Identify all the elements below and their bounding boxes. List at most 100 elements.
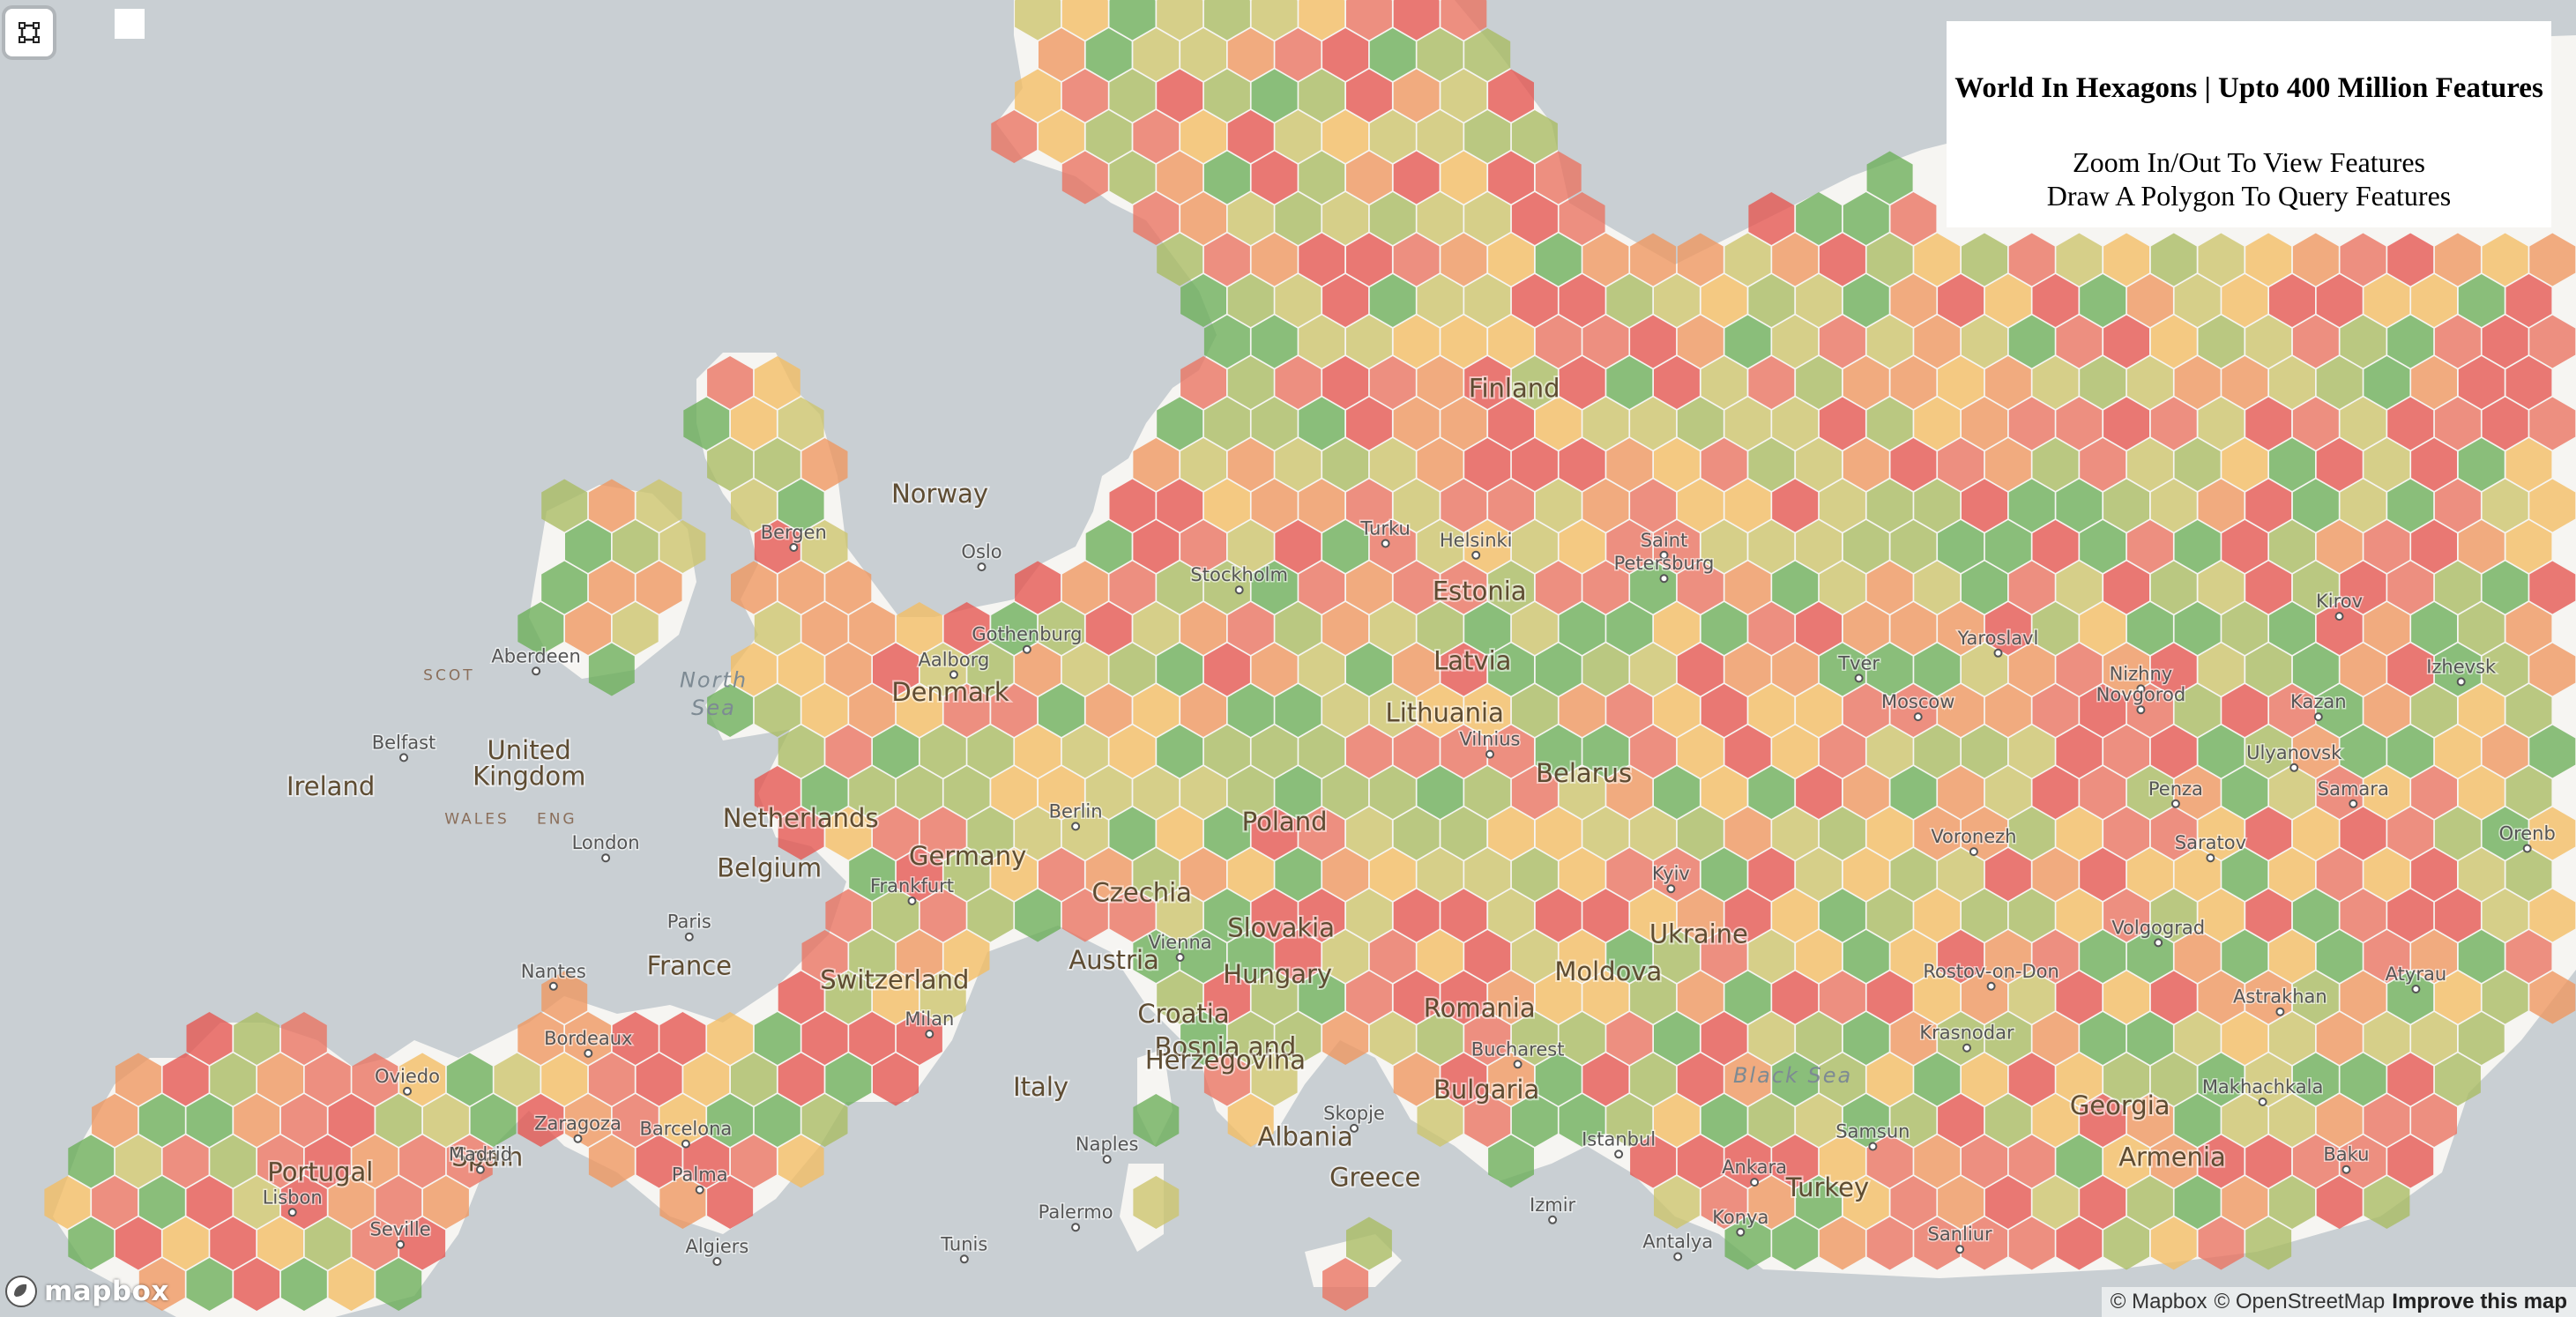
- hexagon-feature[interactable]: [1441, 1053, 1487, 1106]
- hexagon-feature[interactable]: [967, 889, 1014, 942]
- hexagon-feature[interactable]: [1441, 807, 1487, 860]
- hexagon-feature[interactable]: [1251, 1053, 1298, 1106]
- hexagon-feature[interactable]: [1417, 192, 1463, 245]
- hexagon-feature[interactable]: [1962, 315, 2007, 368]
- hexagon-feature[interactable]: [162, 1217, 209, 1270]
- hexagon-feature[interactable]: [1914, 643, 1961, 696]
- hexagon-feature[interactable]: [1866, 971, 1913, 1024]
- hexagon-feature[interactable]: [2292, 479, 2339, 532]
- hexagon-feature[interactable]: [849, 930, 896, 983]
- hexagon-feature[interactable]: [1227, 848, 1274, 901]
- hexagon-feature[interactable]: [1417, 438, 1463, 491]
- mapbox-logo[interactable]: mapbox: [4, 1271, 169, 1312]
- hexagon-feature[interactable]: [1039, 602, 1084, 655]
- hexagon-feature[interactable]: [1039, 766, 1084, 819]
- hexagon-feature[interactable]: [1227, 1094, 1274, 1147]
- hexagon-feature[interactable]: [2387, 889, 2434, 942]
- hexagon-feature[interactable]: [873, 725, 919, 778]
- hexagon-feature[interactable]: [1511, 1094, 1558, 1147]
- hexagon-feature[interactable]: [1441, 479, 1487, 532]
- hexagon-feature[interactable]: [541, 561, 588, 614]
- hexagon-feature[interactable]: [2292, 1135, 2339, 1188]
- hexagon-feature[interactable]: [2269, 602, 2315, 655]
- hexagon-feature[interactable]: [2529, 479, 2576, 532]
- hexagon-feature[interactable]: [280, 1094, 327, 1147]
- hexagon-feature[interactable]: [2126, 1176, 2173, 1229]
- hexagon-feature[interactable]: [943, 766, 990, 819]
- hexagon-feature[interactable]: [2482, 479, 2528, 532]
- hexagon-feature[interactable]: [1085, 684, 1132, 737]
- hexagon-feature[interactable]: [2505, 438, 2552, 491]
- hexagon-feature[interactable]: [1796, 684, 1842, 737]
- hexagon-feature[interactable]: [896, 766, 942, 819]
- hexagon-feature[interactable]: [2198, 643, 2245, 696]
- hexagon-feature[interactable]: [1559, 192, 1605, 245]
- hexagon-feature[interactable]: [1488, 643, 1534, 696]
- hexagon-feature[interactable]: [2505, 274, 2552, 327]
- hexagon-feature[interactable]: [636, 479, 682, 532]
- hexagon-feature[interactable]: [731, 561, 777, 614]
- hexagon-feature[interactable]: [1843, 602, 1889, 655]
- hexagon-feature[interactable]: [1819, 233, 1865, 286]
- hexagon-feature[interactable]: [2008, 561, 2055, 614]
- hexagon-feature[interactable]: [1582, 725, 1629, 778]
- hexagon-feature[interactable]: [1441, 971, 1487, 1024]
- hexagon-feature[interactable]: [1677, 971, 1724, 1024]
- hexagon-feature[interactable]: [1015, 561, 1061, 614]
- hexagon-feature[interactable]: [1275, 766, 1322, 819]
- hexagon-feature[interactable]: [1582, 315, 1629, 368]
- hexagon-feature[interactable]: [2458, 274, 2505, 327]
- hexagon-feature[interactable]: [1701, 766, 1747, 819]
- hexagon-feature[interactable]: [1748, 356, 1795, 409]
- hexagon-feature[interactable]: [186, 1258, 233, 1311]
- hexagon-feature[interactable]: [1724, 1053, 1771, 1106]
- hexagon-feature[interactable]: [873, 971, 919, 1024]
- hexagon-feature[interactable]: [825, 643, 872, 696]
- hexagon-feature[interactable]: [2198, 233, 2245, 286]
- hexagon-feature[interactable]: [1866, 807, 1913, 860]
- hexagon-feature[interactable]: [1488, 397, 1534, 450]
- hexagon-feature[interactable]: [1346, 725, 1392, 778]
- hexagon-feature[interactable]: [68, 1217, 115, 1270]
- hexagon-feature[interactable]: [1748, 438, 1795, 491]
- hexagon-feature[interactable]: [1251, 233, 1298, 286]
- hexagon-feature[interactable]: [1630, 971, 1677, 1024]
- hexagon-feature[interactable]: [1417, 520, 1463, 573]
- hexagon-feature[interactable]: [257, 1217, 303, 1270]
- hexagon-feature[interactable]: [1843, 848, 1889, 901]
- hexagon-feature[interactable]: [2269, 520, 2315, 573]
- hexagon-feature[interactable]: [1346, 397, 1392, 450]
- hexagon-feature[interactable]: [2150, 725, 2197, 778]
- hexagon-feature[interactable]: [1843, 356, 1889, 409]
- hexagon-feature[interactable]: [1369, 28, 1416, 81]
- hexagon-feature[interactable]: [1772, 807, 1819, 860]
- hexagon-feature[interactable]: [1015, 643, 1061, 696]
- hexagon-feature[interactable]: [1393, 561, 1440, 614]
- hexagon-feature[interactable]: [2387, 315, 2434, 368]
- hexagon-feature[interactable]: [1866, 397, 1913, 450]
- hexagon-feature[interactable]: [1772, 1053, 1819, 1106]
- hexagon-feature[interactable]: [2103, 889, 2149, 942]
- hexagon-feature[interactable]: [1890, 520, 1937, 573]
- hexagon-feature[interactable]: [2032, 438, 2079, 491]
- hexagon-feature[interactable]: [1251, 889, 1298, 942]
- hexagon-feature[interactable]: [1464, 766, 1511, 819]
- hexagon-feature[interactable]: [2387, 397, 2434, 450]
- hexagon-feature[interactable]: [1369, 110, 1416, 163]
- hexagon-feature[interactable]: [2103, 1053, 2149, 1106]
- hexagon-feature[interactable]: [2269, 848, 2315, 901]
- hexagon-feature[interactable]: [1819, 561, 1865, 614]
- hexagon-feature[interactable]: [2340, 643, 2386, 696]
- hexagon-feature[interactable]: [1630, 233, 1677, 286]
- hexagon-feature[interactable]: [1203, 479, 1250, 532]
- hexagon-feature[interactable]: [1393, 315, 1440, 368]
- hexagon-feature[interactable]: [1890, 192, 1937, 245]
- hexagon-feature[interactable]: [2529, 807, 2576, 860]
- hexagon-feature[interactable]: [2505, 602, 2552, 655]
- hexagon-feature[interactable]: [304, 1217, 351, 1270]
- hexagon-feature[interactable]: [1488, 561, 1534, 614]
- hexagon-feature[interactable]: [1157, 151, 1203, 205]
- hexagon-feature[interactable]: [778, 807, 824, 860]
- hexagon-feature[interactable]: [2126, 602, 2173, 655]
- hexagon-feature[interactable]: [683, 397, 730, 450]
